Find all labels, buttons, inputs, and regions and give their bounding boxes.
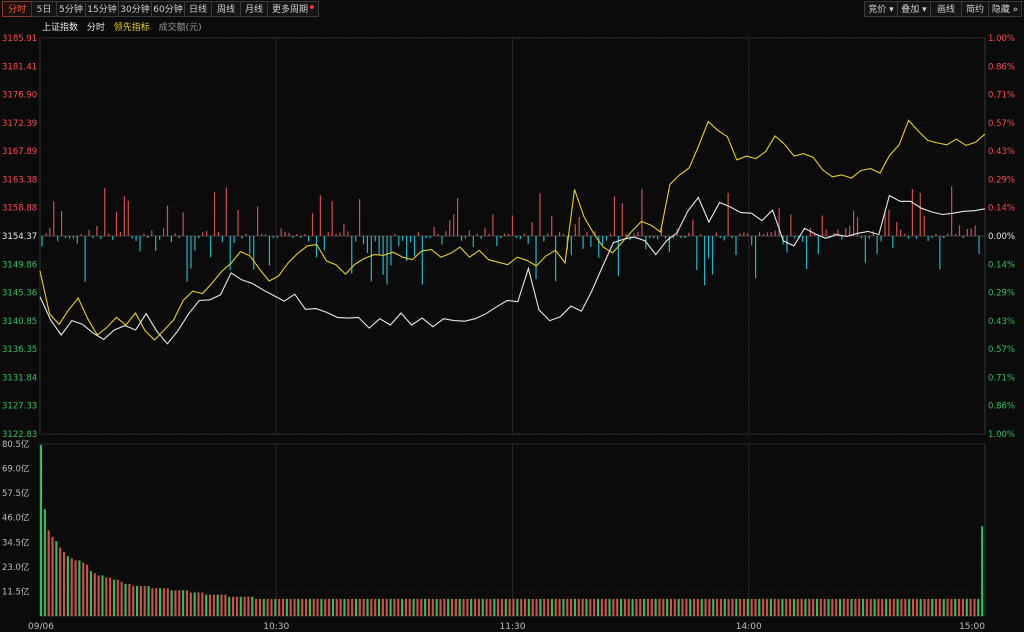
toolbar-right-label: 叠加 ▾ [901,5,927,15]
period-tab-label: 日线 [188,5,207,15]
period-tab-label: 30分钟 [120,5,150,15]
pct-tick-label: 0.57% [988,345,1015,355]
price-tick-label: 3172.39 [2,119,37,129]
toolbar-right-2[interactable]: 画线 [930,1,962,17]
toolbar-right-label: 竞价 ▾ [868,5,894,15]
pct-tick-label: 0.71% [988,373,1015,383]
period-tab-label: 5日 [36,5,52,15]
volume-tick-label: 34.5亿 [2,537,29,548]
period-tab-label: 月线 [244,5,263,15]
period-tab-label: 15分钟 [87,5,117,15]
price-tick-label: 3136.35 [2,345,37,355]
leading-indicator-line [39,119,986,341]
toolbar-right-4[interactable]: 隐藏 » [988,1,1022,17]
price-tick-label: 3140.85 [2,317,37,327]
chart-legend: 上证指数 分时 领先指标 成交额(元) [42,22,208,34]
pct-tick-label: 1.00% [988,34,1015,44]
toolbar-right-label: 隐藏 » [991,5,1019,15]
period-tab-label: 5分钟 [59,5,83,15]
price-tick-label: 3167.89 [2,147,37,157]
price-tick-label: 3145.36 [2,289,37,299]
period-tab-4[interactable]: 30分钟 [118,1,152,17]
new-dot-icon [310,5,314,9]
price-tick-label: 3149.86 [2,260,37,270]
time-axis-label: 10:30 [263,622,289,632]
pct-tick-label: 0.86% [988,62,1015,72]
price-tick-label: 3154.37 [2,232,37,242]
pct-tick-label: 0.14% [988,204,1015,214]
period-tab-label: 周线 [216,5,235,15]
price-tick-label: 3181.41 [2,62,37,72]
pct-tick-label: 0.43% [988,147,1015,157]
price-tick-label: 3185.91 [2,34,37,44]
period-tab-6[interactable]: 日线 [184,1,212,17]
pct-tick-label: 0.57% [988,119,1015,129]
toolbar-right-label: 画线 [936,5,955,15]
time-axis-label: 11:30 [500,622,526,632]
price-tick-label: 3122.83 [2,430,37,440]
toolbar-right-label: 简约 [965,5,984,15]
time-axis-label: 15:00 [959,622,985,632]
volume-tick-label: 46.0亿 [2,513,29,524]
period-tab-label: 更多周期 [271,5,308,15]
volume-tick-label: 69.0亿 [2,464,29,475]
pct-tick-label: 0.00% [988,232,1015,242]
legend-leading: 领先指标 [113,23,150,33]
price-tick-label: 3163.38 [2,175,37,185]
pct-tick-label: 0.29% [988,175,1015,185]
time-axis-label: 09/06 [28,622,54,632]
time-axis-label: 14:00 [736,622,762,632]
pct-tick-label: 0.29% [988,289,1015,299]
volume-tick-label: 11.5亿 [2,586,29,597]
pct-tick-label: 1.00% [988,430,1015,440]
volume-tick-label: 80.5亿 [2,439,29,450]
period-tab-1[interactable]: 5日 [31,1,57,17]
pct-tick-label: 0.43% [988,317,1015,327]
legend-index-name: 上证指数 [42,23,79,33]
period-toolbar: 分时 5日 5分钟 15分钟 30分钟 60分钟 日线 周线 月线 更多周期 竞价 ▾ 叠加 ▾ 画线简… [0,0,1024,20]
price-tick-label: 3127.33 [2,402,37,412]
price-line [39,194,986,345]
pct-tick-label: 0.71% [988,91,1015,101]
pct-tick-label: 0.14% [988,260,1015,270]
price-tick-label: 3158.88 [2,204,37,214]
volume-tick-label: 23.0亿 [2,562,29,573]
legend-timeshare: 分时 [86,23,105,33]
price-tick-label: 3131.84 [2,373,37,383]
volume-tick-label: 57.5亿 [2,488,29,499]
period-tab-label: 60分钟 [153,5,183,15]
price-tick-label: 3176.90 [2,91,37,101]
period-tab-2[interactable]: 5分钟 [56,1,86,17]
pct-tick-label: 0.86% [988,402,1015,412]
period-tab-9[interactable]: 更多周期 [267,1,319,17]
period-tab-0[interactable]: 分时 [2,1,32,17]
legend-volume: 成交额(元) [158,23,202,33]
period-tab-label: 分时 [7,5,26,15]
